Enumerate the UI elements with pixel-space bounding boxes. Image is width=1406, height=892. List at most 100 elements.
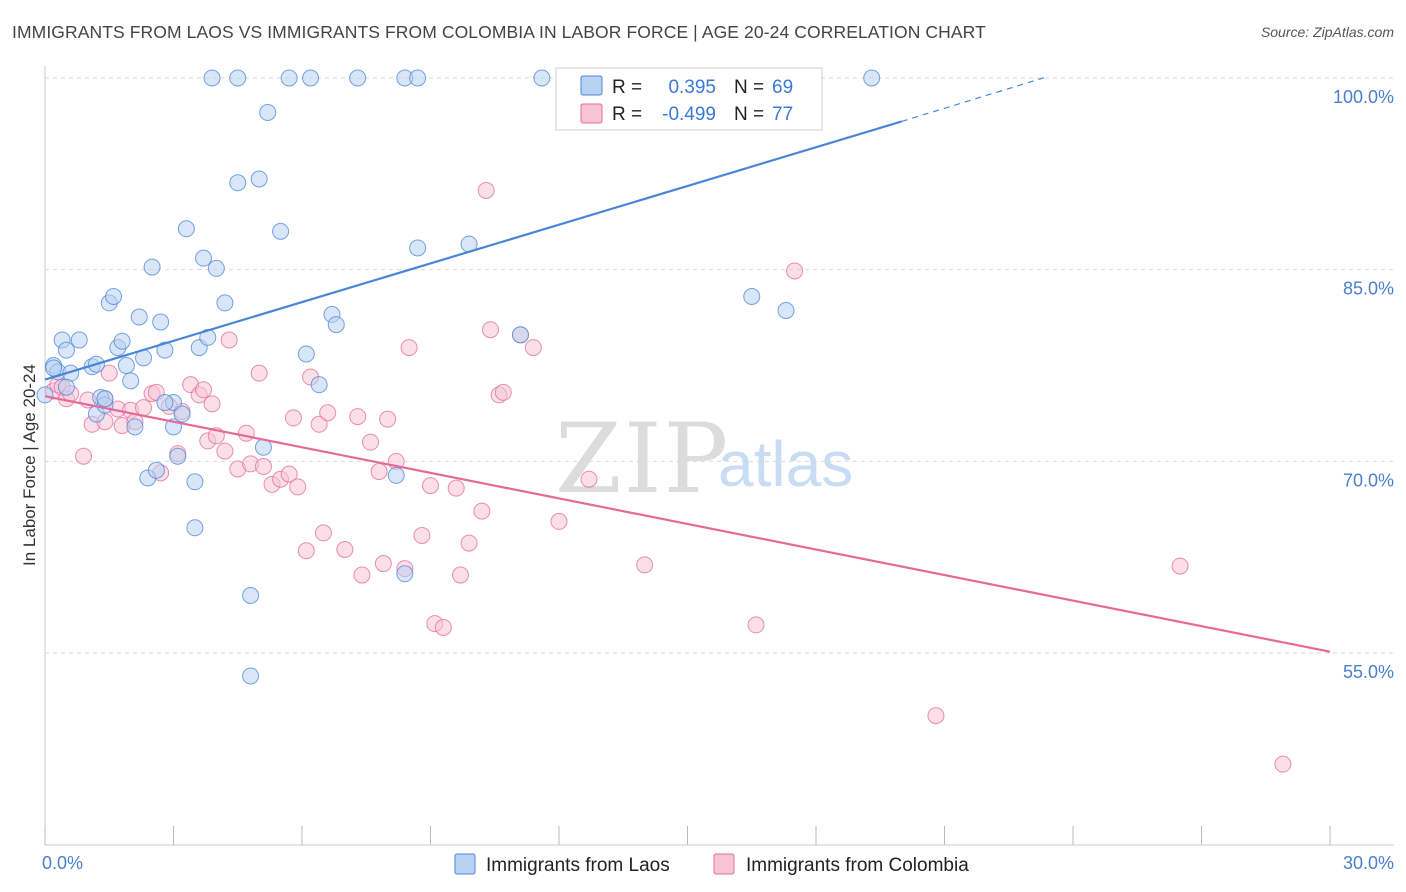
laos-point xyxy=(327,316,345,334)
bottom-legend-laos-label: Immigrants from Laos xyxy=(486,855,670,876)
colombia-point xyxy=(336,541,354,558)
colombia-point xyxy=(1274,755,1292,773)
laos-point xyxy=(96,390,114,408)
colombia-point xyxy=(473,502,491,520)
colombia-point xyxy=(284,409,302,427)
colombia-point xyxy=(550,512,568,530)
laos-point xyxy=(349,69,367,87)
bottom-legend: Immigrants from Laos Immigrants from Col… xyxy=(454,853,969,876)
laos-point xyxy=(105,288,123,305)
laos-point xyxy=(36,386,54,404)
legend-laos-swatch xyxy=(580,75,603,96)
bottom-legend-colombia-label: Immigrants from Colombia xyxy=(746,855,969,876)
colombia-point xyxy=(1171,557,1189,575)
laos-point xyxy=(229,69,247,87)
laos-trend-extension xyxy=(901,76,1048,123)
colombia-point xyxy=(481,321,499,339)
gridlines xyxy=(45,77,1394,654)
colombia-point xyxy=(747,616,765,634)
colombia-trend-line xyxy=(44,395,1331,653)
colombia-point xyxy=(374,555,392,573)
laos-point xyxy=(302,69,320,87)
x-tick-label: 30.0% xyxy=(1343,853,1394,873)
legend-laos-r-value: 0.395 xyxy=(668,77,716,98)
colombia-point xyxy=(289,478,307,496)
bottom-legend-colombia-swatch xyxy=(713,853,735,875)
legend-colombia-r-label: R = xyxy=(612,104,642,125)
y-axis-label: In Labor Force | Age 20-24 xyxy=(20,364,39,566)
laos-point xyxy=(777,302,795,320)
y-tick-label: 70.0% xyxy=(1343,470,1394,490)
laos-point xyxy=(229,174,247,192)
legend-colombia-swatch xyxy=(580,103,603,124)
trend-lines xyxy=(44,76,1331,653)
laos-point xyxy=(207,259,225,277)
colombia-point xyxy=(254,457,272,475)
legend-colombia-r-value: -0.499 xyxy=(662,104,716,125)
legend-laos-r-label: R = xyxy=(612,77,642,98)
colombia-point xyxy=(580,470,598,488)
y-tick-label: 85.0% xyxy=(1343,279,1394,299)
colombia-point xyxy=(370,463,388,481)
laos-point xyxy=(250,170,268,188)
laos-point xyxy=(57,378,75,396)
colombia-point xyxy=(786,262,804,280)
laos-point xyxy=(194,249,212,267)
colombia-point xyxy=(927,707,945,725)
colombia-point xyxy=(422,477,439,495)
laos-point xyxy=(156,341,174,359)
laos-point xyxy=(533,69,551,87)
laos-point xyxy=(216,294,234,312)
colombia-point xyxy=(460,534,478,552)
laos-point xyxy=(863,69,881,87)
laos-point xyxy=(173,405,191,423)
laos-point xyxy=(122,372,140,390)
laos-point xyxy=(130,308,148,326)
laos-point xyxy=(70,331,88,349)
laos-point xyxy=(113,332,131,350)
laos-point xyxy=(152,313,170,331)
laos-point xyxy=(242,667,260,685)
legend-colombia-n-label: N = xyxy=(734,104,764,125)
colombia-point xyxy=(75,447,93,465)
laos-point xyxy=(409,69,427,87)
laos-point xyxy=(280,69,298,87)
colombia-point xyxy=(319,404,337,422)
colombia-point xyxy=(310,415,328,433)
laos-point xyxy=(57,341,75,359)
colombia-point xyxy=(297,542,315,560)
laos-point xyxy=(177,220,195,238)
colombia-point xyxy=(220,331,238,349)
colombia-point xyxy=(447,479,465,497)
colombia-point xyxy=(451,566,469,584)
colombia-point xyxy=(636,556,654,574)
laos-point xyxy=(147,461,165,479)
watermark: ZIP atlas xyxy=(555,403,853,515)
laos-point xyxy=(743,288,761,305)
y-tick-label: 100.0% xyxy=(1333,87,1394,107)
laos-point xyxy=(156,394,174,412)
legend-colombia-n-value: 77 xyxy=(772,104,793,125)
colombia-point xyxy=(250,364,268,382)
colombia-point xyxy=(194,381,212,399)
colombia-point xyxy=(413,526,431,544)
laos-point xyxy=(126,418,144,436)
laos-point xyxy=(169,447,187,465)
y-tick-label: 55.0% xyxy=(1343,662,1394,682)
colombia-point xyxy=(477,181,495,199)
laos-point xyxy=(186,519,204,537)
colombia-point xyxy=(353,566,371,584)
scatter-points xyxy=(36,69,1292,773)
legend: R = 0.395 N = 69 R = -0.499 N = 77 xyxy=(555,67,823,131)
colombia-point xyxy=(314,524,332,542)
laos-point xyxy=(259,104,277,121)
laos-point xyxy=(409,239,427,257)
colombia-point xyxy=(494,383,512,401)
axes xyxy=(44,66,1394,846)
legend-laos-n-label: N = xyxy=(734,77,764,98)
watermark-atlas: atlas xyxy=(718,428,853,500)
colombia-point xyxy=(434,618,452,636)
x-tick-labels: 0.0% 30.0% xyxy=(42,853,1394,873)
colombia-point xyxy=(379,410,397,428)
